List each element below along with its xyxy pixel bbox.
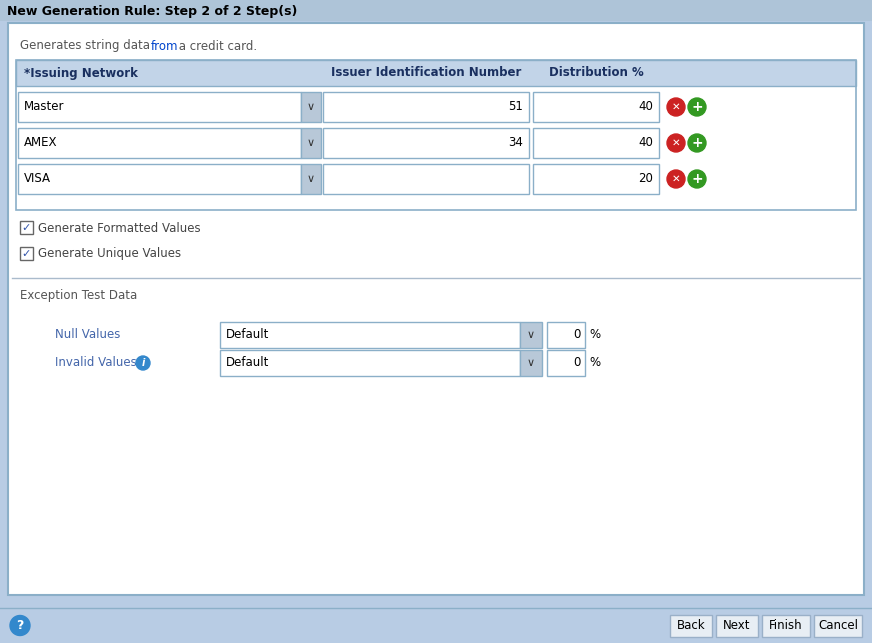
FancyBboxPatch shape	[814, 615, 862, 637]
Text: ∨: ∨	[527, 358, 535, 368]
FancyBboxPatch shape	[18, 164, 301, 194]
Text: Generates string data: Generates string data	[20, 39, 153, 53]
FancyBboxPatch shape	[8, 23, 864, 595]
FancyBboxPatch shape	[20, 221, 33, 234]
Text: ✓: ✓	[22, 223, 31, 233]
FancyBboxPatch shape	[0, 608, 872, 643]
Text: Cancel: Cancel	[818, 619, 858, 632]
FancyBboxPatch shape	[18, 128, 301, 158]
Text: Master: Master	[24, 100, 65, 114]
FancyBboxPatch shape	[716, 615, 758, 637]
Text: ?: ?	[17, 619, 24, 632]
FancyBboxPatch shape	[301, 92, 321, 122]
Text: ∨: ∨	[307, 174, 315, 184]
Text: i: i	[141, 358, 145, 368]
Text: 51: 51	[508, 100, 523, 114]
Text: Default: Default	[226, 329, 269, 341]
Circle shape	[688, 170, 706, 188]
FancyBboxPatch shape	[0, 0, 872, 21]
Text: Generate Unique Values: Generate Unique Values	[38, 248, 181, 260]
Text: 20: 20	[638, 172, 653, 185]
Text: %: %	[589, 356, 600, 370]
Circle shape	[667, 98, 685, 116]
FancyBboxPatch shape	[533, 164, 659, 194]
Text: Generate Formatted Values: Generate Formatted Values	[38, 221, 201, 235]
Text: Back: Back	[677, 619, 705, 632]
Circle shape	[136, 356, 150, 370]
Circle shape	[688, 98, 706, 116]
Text: Default: Default	[226, 356, 269, 370]
Circle shape	[10, 615, 30, 635]
FancyBboxPatch shape	[533, 92, 659, 122]
FancyBboxPatch shape	[323, 92, 529, 122]
Text: 40: 40	[638, 100, 653, 114]
FancyBboxPatch shape	[16, 60, 856, 86]
Text: +: +	[691, 172, 703, 186]
Text: %: %	[589, 329, 600, 341]
Text: ∨: ∨	[527, 330, 535, 340]
FancyBboxPatch shape	[301, 164, 321, 194]
Text: ✕: ✕	[671, 174, 680, 184]
Text: VISA: VISA	[24, 172, 51, 185]
FancyBboxPatch shape	[323, 128, 529, 158]
Text: Next: Next	[723, 619, 751, 632]
Text: a credit card.: a credit card.	[174, 39, 257, 53]
FancyBboxPatch shape	[323, 164, 529, 194]
Text: Finish: Finish	[769, 619, 803, 632]
Circle shape	[688, 134, 706, 152]
FancyBboxPatch shape	[670, 615, 712, 637]
Text: Invalid Values: Invalid Values	[55, 356, 137, 370]
Text: ✕: ✕	[671, 138, 680, 148]
Text: *Issuing Network: *Issuing Network	[24, 66, 138, 80]
Text: ✓: ✓	[22, 249, 31, 259]
FancyBboxPatch shape	[220, 350, 520, 376]
Text: ✕: ✕	[671, 102, 680, 112]
Text: AMEX: AMEX	[24, 136, 58, 150]
Text: 40: 40	[638, 136, 653, 150]
FancyBboxPatch shape	[762, 615, 810, 637]
Text: Null Values: Null Values	[55, 329, 120, 341]
Text: Distribution %: Distribution %	[548, 66, 644, 80]
Text: ∨: ∨	[307, 102, 315, 112]
FancyBboxPatch shape	[547, 350, 585, 376]
Circle shape	[667, 170, 685, 188]
Text: 0: 0	[574, 356, 581, 370]
FancyBboxPatch shape	[18, 92, 301, 122]
FancyBboxPatch shape	[301, 128, 321, 158]
FancyBboxPatch shape	[220, 322, 520, 348]
Text: 34: 34	[508, 136, 523, 150]
Text: +: +	[691, 100, 703, 114]
Text: New Generation Rule: Step 2 of 2 Step(s): New Generation Rule: Step 2 of 2 Step(s)	[7, 5, 297, 17]
FancyBboxPatch shape	[520, 322, 542, 348]
FancyBboxPatch shape	[20, 247, 33, 260]
Text: ∨: ∨	[307, 138, 315, 148]
Text: Issuer Identification Number: Issuer Identification Number	[330, 66, 521, 80]
Text: 0: 0	[574, 329, 581, 341]
FancyBboxPatch shape	[533, 128, 659, 158]
Text: Exception Test Data: Exception Test Data	[20, 289, 137, 302]
FancyBboxPatch shape	[547, 322, 585, 348]
Text: from: from	[151, 39, 179, 53]
FancyBboxPatch shape	[520, 350, 542, 376]
Circle shape	[667, 134, 685, 152]
Text: +: +	[691, 136, 703, 150]
